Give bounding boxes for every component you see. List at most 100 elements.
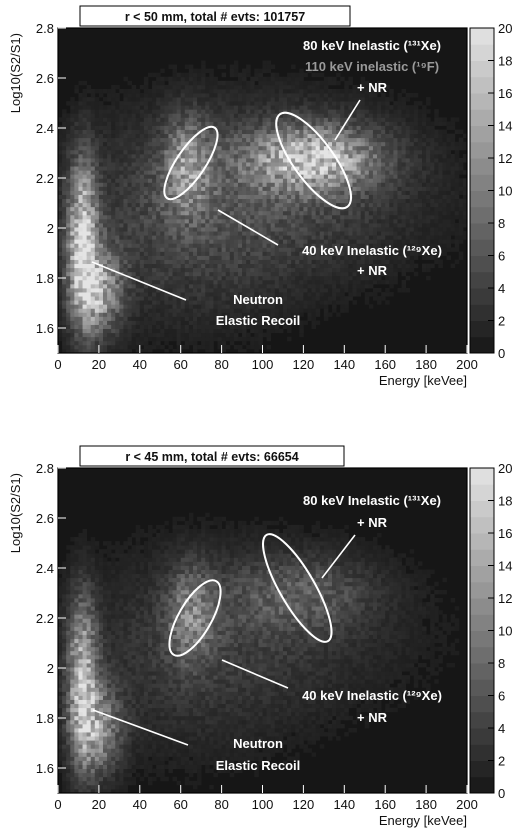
heatmap-cell [344,227,349,232]
heatmap-cell [143,149,149,155]
heatmap-cell [368,251,374,256]
heatmap-cell [209,263,214,269]
heatmap-cell [348,255,353,260]
heatmap-cell [184,80,190,86]
heatmap-cell [278,88,284,94]
heatmap-cell [111,288,116,293]
heatmap-cell [102,279,108,285]
heatmap-cell [237,292,243,297]
heatmap-cell [205,117,210,122]
heatmap-cell [90,340,96,346]
heatmap-cell [274,218,280,224]
heatmap-cell [242,72,247,78]
heatmap-cell [66,340,71,346]
heatmap-cell [197,149,202,155]
heatmap-cell [172,223,178,228]
heatmap-cell [287,190,292,195]
heatmap-cell [332,133,337,139]
heatmap-cell [160,308,165,313]
heatmap-cell [74,202,79,208]
heatmap-cell [348,259,353,265]
heatmap-cell [160,141,165,147]
heatmap-cell [139,121,145,126]
heatmap-cell [192,170,198,175]
heatmap-cell [184,344,190,350]
heatmap-cell [315,267,321,273]
heatmap-cell [360,113,366,118]
heatmap-cell [295,84,300,90]
heatmap-cell [90,186,96,191]
heatmap-cell [282,231,288,236]
heatmap-cell [188,101,194,106]
heatmap-cell [332,223,337,228]
heatmap-cell [225,84,231,90]
heatmap-cell [70,105,75,110]
heatmap-cell [94,182,100,187]
heatmap-cell [291,300,296,305]
heatmap-cell [237,170,243,175]
heatmap-cell [107,328,112,334]
heatmap-cell [233,336,239,342]
heatmap-cell [192,279,198,285]
heatmap-cell [172,64,178,70]
heatmap-cell [237,210,243,216]
heatmap-cell [287,133,292,139]
heatmap-cell [377,279,382,285]
heatmap-cell [352,170,357,175]
heatmap-cell [74,141,79,147]
heatmap-cell [123,259,128,265]
heatmap-cell [152,198,157,204]
heatmap-cell [168,214,173,220]
heatmap-cell [172,214,178,220]
heatmap-cell [287,97,292,102]
heatmap-cell [287,214,292,220]
heatmap-cell [184,271,190,277]
heatmap-cell [278,113,284,118]
heatmap-cell [143,304,149,309]
heatmap-cell [90,88,96,94]
heatmap-cell [274,149,280,155]
heatmap-cell [98,275,104,281]
heatmap-cell [78,186,83,191]
heatmap-cell [86,125,92,130]
heatmap-cell [278,308,284,313]
heatmap-cell [332,267,337,273]
heatmap-cell [111,121,116,126]
heatmap-cell [332,259,337,265]
heatmap-cell [192,296,198,301]
heatmap-cell [123,137,128,143]
heatmap-cell [74,170,79,175]
heatmap-cell [258,283,263,289]
heatmap-cell [111,324,116,330]
heatmap-cell [340,231,345,236]
heatmap-cell [107,166,112,171]
heatmap-cell [225,174,231,179]
heatmap-cell [266,182,272,187]
heatmap-cell [315,202,321,208]
heatmap-cell [62,243,67,248]
heatmap-cell [119,202,124,208]
heatmap-cell [86,218,92,224]
heatmap-cell [156,158,161,163]
heatmap-cell [315,137,321,143]
heatmap-cell [86,198,92,204]
heatmap-cell [82,324,88,330]
heatmap-cell [352,125,357,130]
heatmap-cell [246,279,251,285]
heatmap-cell [180,239,186,244]
heatmap-cell [168,198,173,204]
heatmap-cell [295,162,300,167]
heatmap-cell [242,275,247,281]
heatmap-cell [323,145,329,151]
heatmap-cell [66,101,71,106]
heatmap-cell [66,125,71,130]
heatmap-cell [360,255,366,260]
heatmap-cell [258,141,263,147]
heatmap-cell [66,166,71,171]
heatmap-cell [192,239,198,244]
heatmap-cell [262,223,267,228]
heatmap-cell [119,198,124,204]
heatmap-cell [332,214,337,220]
heatmap-cell [107,190,112,195]
heatmap-cell [295,255,300,260]
